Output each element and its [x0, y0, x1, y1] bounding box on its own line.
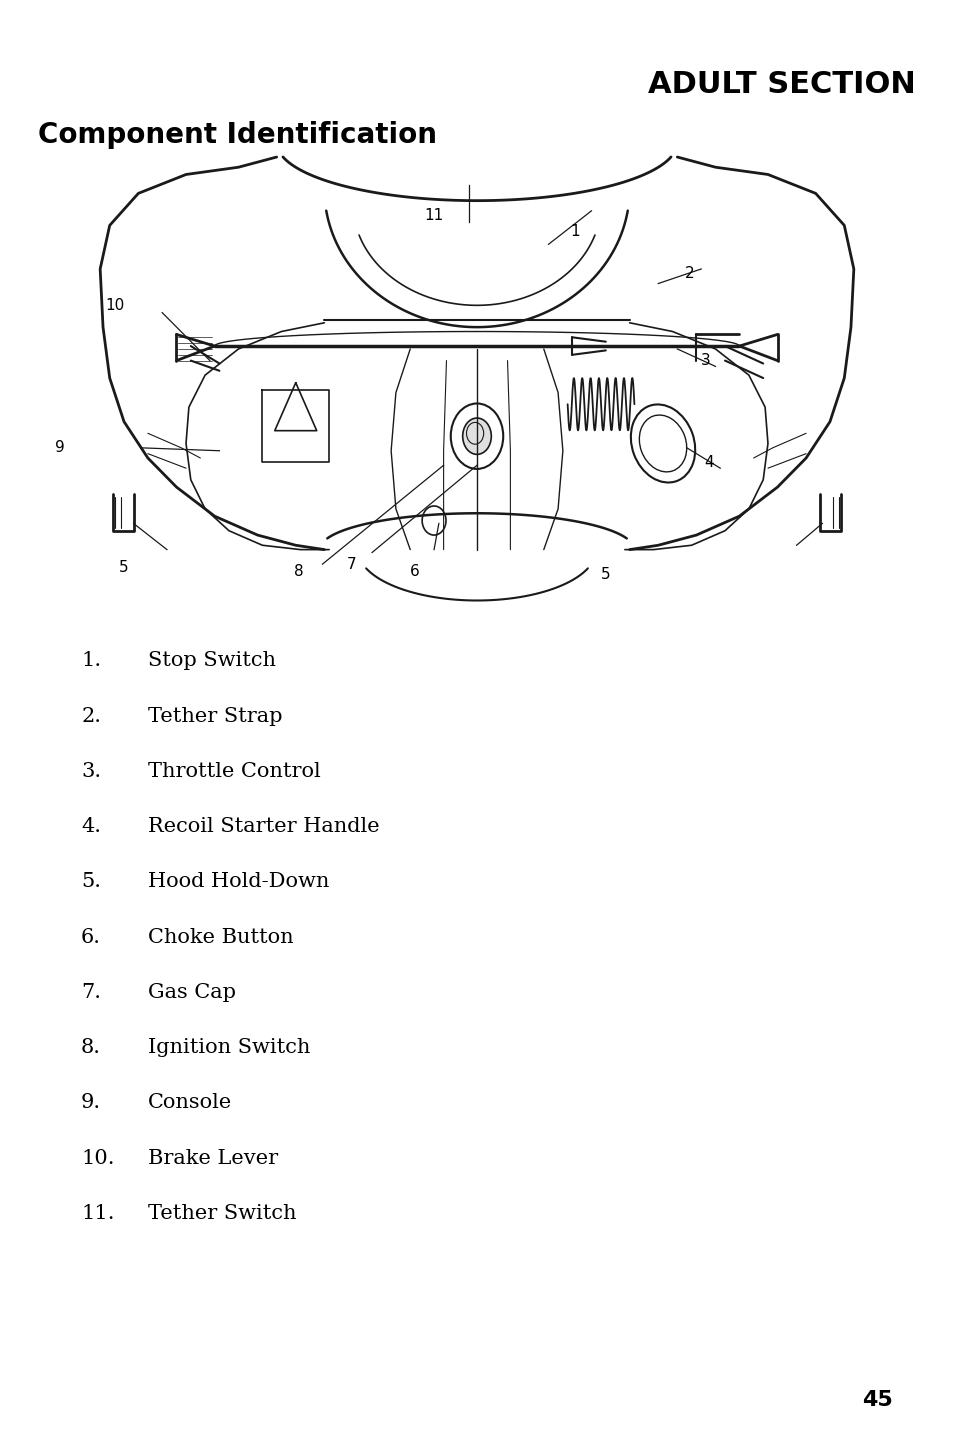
- Text: 8.: 8.: [81, 1038, 101, 1057]
- Text: Throttle Control: Throttle Control: [148, 762, 320, 781]
- Text: Choke Button: Choke Button: [148, 928, 294, 947]
- Text: Hood Hold-Down: Hood Hold-Down: [148, 872, 329, 891]
- Text: 3.: 3.: [81, 762, 101, 781]
- Text: 5.: 5.: [81, 872, 101, 891]
- Text: Recoil Starter Handle: Recoil Starter Handle: [148, 817, 379, 836]
- Text: Tether Switch: Tether Switch: [148, 1204, 296, 1223]
- Text: 2.: 2.: [81, 707, 101, 726]
- Text: Brake Lever: Brake Lever: [148, 1149, 277, 1168]
- Text: 11: 11: [424, 208, 443, 222]
- Text: 10: 10: [105, 298, 124, 313]
- Text: 5: 5: [600, 567, 610, 582]
- Text: Stop Switch: Stop Switch: [148, 651, 275, 670]
- Text: 7.: 7.: [81, 983, 101, 1002]
- Text: 10.: 10.: [81, 1149, 114, 1168]
- Text: Component Identification: Component Identification: [38, 121, 436, 148]
- Text: 4: 4: [703, 455, 713, 470]
- Text: 9.: 9.: [81, 1093, 101, 1112]
- Text: ADULT SECTION: ADULT SECTION: [647, 70, 915, 99]
- Text: 5: 5: [119, 560, 129, 574]
- Text: 2: 2: [684, 266, 694, 281]
- Text: 6: 6: [410, 564, 419, 579]
- Text: 7: 7: [346, 557, 355, 571]
- Text: 4.: 4.: [81, 817, 101, 836]
- Text: 1.: 1.: [81, 651, 101, 670]
- Ellipse shape: [462, 419, 491, 454]
- Text: Tether Strap: Tether Strap: [148, 707, 282, 726]
- Text: 3: 3: [700, 353, 710, 368]
- Text: 45: 45: [862, 1390, 892, 1410]
- Text: 11.: 11.: [81, 1204, 114, 1223]
- Text: Ignition Switch: Ignition Switch: [148, 1038, 310, 1057]
- Text: 9: 9: [55, 441, 65, 455]
- Text: 1: 1: [570, 224, 579, 238]
- Text: Console: Console: [148, 1093, 232, 1112]
- Text: Gas Cap: Gas Cap: [148, 983, 235, 1002]
- Text: 8: 8: [294, 564, 303, 579]
- Text: 6.: 6.: [81, 928, 101, 947]
